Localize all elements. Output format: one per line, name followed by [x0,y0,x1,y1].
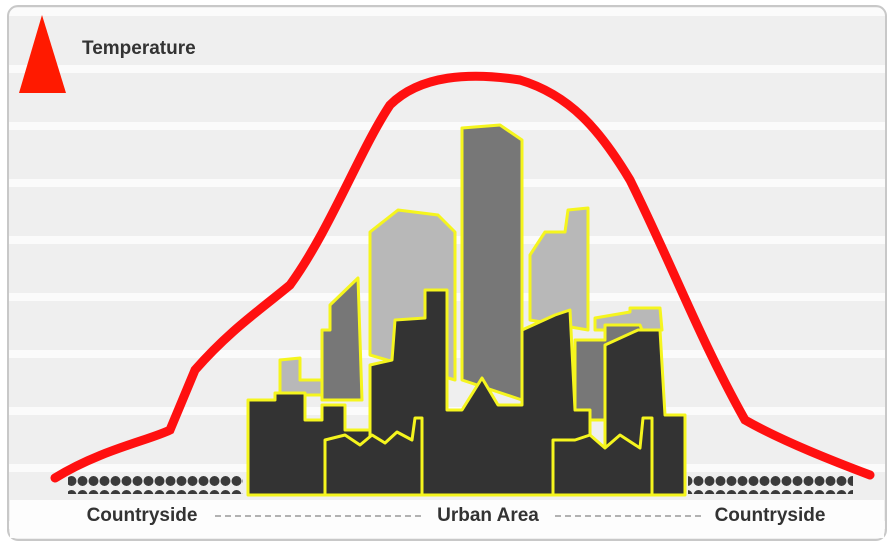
trees [688,474,853,494]
zone-label: Countryside [87,505,198,526]
arrow-head [19,15,66,93]
city [246,123,687,497]
zone-label: Countryside [715,505,826,526]
temperature-curve [50,71,875,483]
zone-label: Urban Area [437,505,539,526]
trees [68,474,243,494]
label-band [10,500,884,538]
axis-label: Temperature [82,38,196,59]
